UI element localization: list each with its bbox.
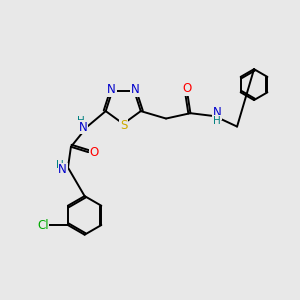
Text: H: H — [77, 116, 85, 126]
Text: O: O — [183, 82, 192, 95]
Text: O: O — [89, 146, 99, 159]
Text: N: N — [130, 83, 139, 96]
Text: S: S — [120, 119, 127, 132]
Text: N: N — [79, 121, 87, 134]
Text: H: H — [56, 160, 64, 170]
Text: N: N — [107, 83, 116, 96]
Text: H: H — [213, 116, 221, 126]
Text: N: N — [212, 106, 221, 119]
Text: Cl: Cl — [37, 218, 49, 232]
Text: N: N — [58, 164, 67, 176]
